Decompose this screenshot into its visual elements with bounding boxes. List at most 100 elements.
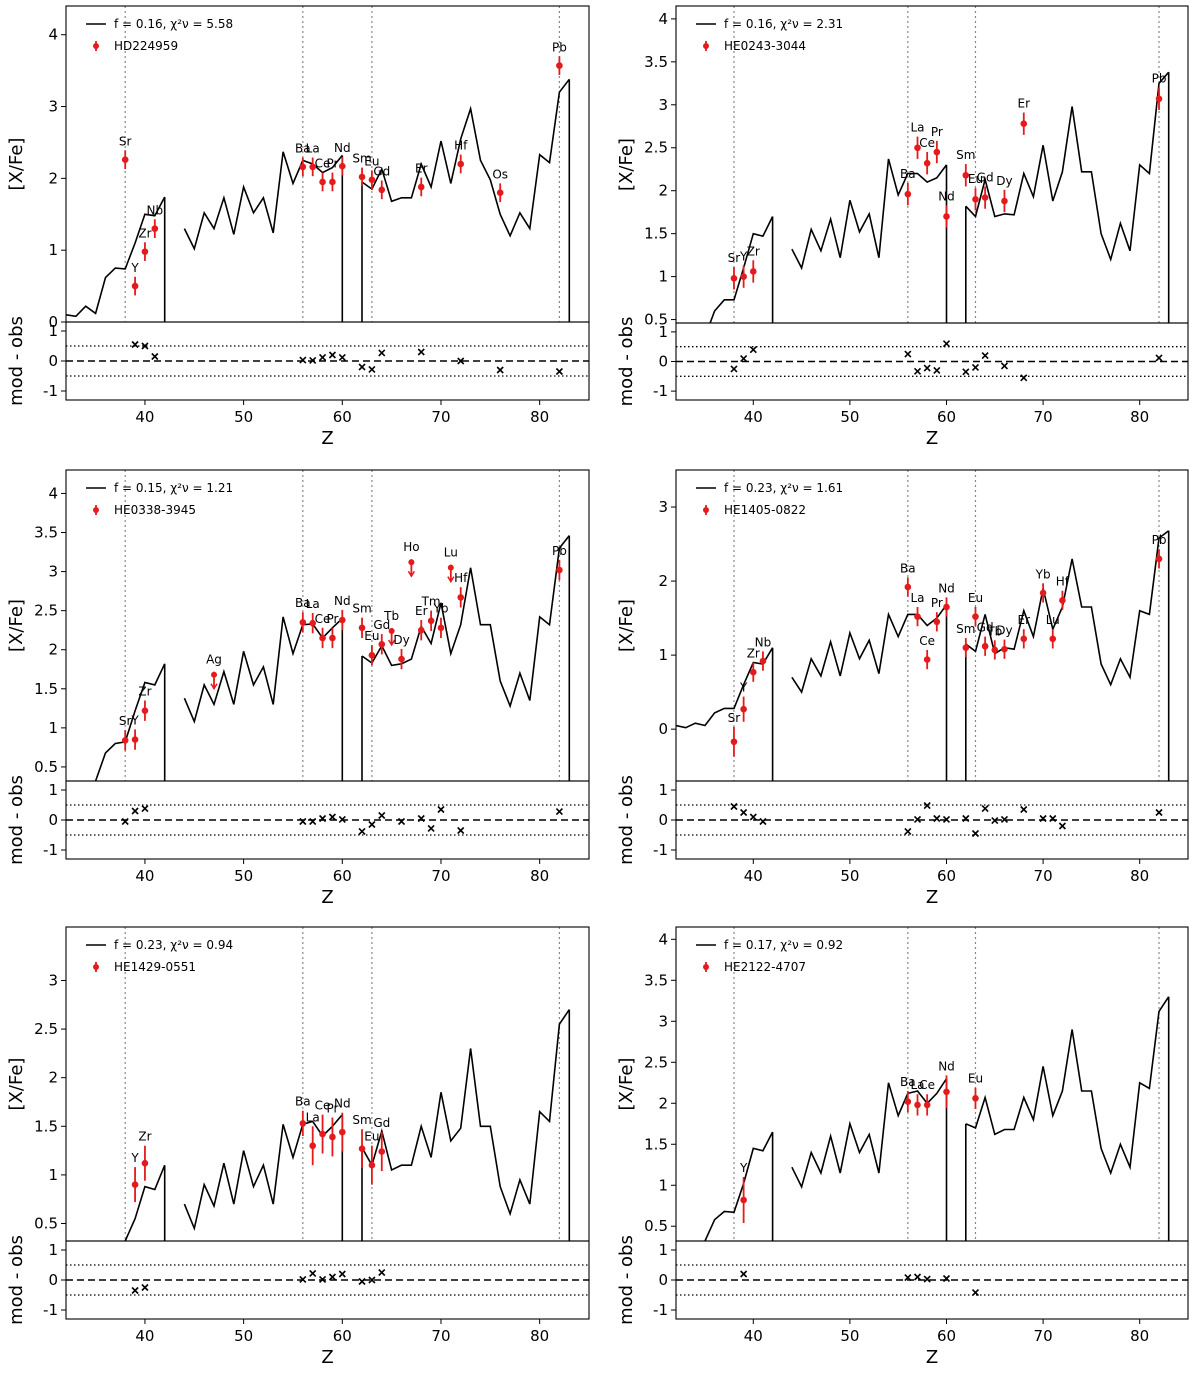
element-label-Ce: Ce — [919, 1078, 935, 1092]
element-label-Tb: Tb — [986, 624, 1002, 638]
element-label-La: La — [910, 121, 924, 135]
obs-point-Ba — [299, 1120, 307, 1127]
ytick-bottom-label: 0 — [48, 1271, 58, 1289]
residual-z82 — [1155, 808, 1163, 817]
element-label-Pb: Pb — [1152, 72, 1167, 86]
residual-z62 — [962, 368, 970, 376]
model-group — [94, 535, 571, 781]
obs-point-Nd — [339, 1128, 346, 1136]
obs-point-Ba — [299, 619, 307, 626]
xtick-label: 50 — [840, 1327, 859, 1345]
upper-limit-arrow-Ag — [210, 683, 218, 691]
obs-point-Tb — [991, 646, 999, 654]
residual-z57 — [913, 367, 922, 375]
element-label-Eu: Eu — [364, 1130, 379, 1144]
obs-point-Gd — [378, 186, 386, 194]
element-label-Hf: Hf — [454, 571, 468, 585]
legend-obs-marker — [703, 964, 709, 970]
element-label-Dy: Dy — [393, 633, 409, 647]
obs-point-Gd — [378, 1148, 386, 1155]
upper-limit-arrow-Lu — [447, 576, 455, 584]
element-label-Dy: Dy — [996, 624, 1012, 638]
element-label-Sm: Sm — [352, 152, 371, 166]
element-label-Lu: Lu — [1046, 613, 1060, 627]
residual-z69 — [427, 824, 435, 832]
ytick-top-label: 4 — [658, 930, 668, 948]
residual-z58 — [923, 802, 931, 810]
x-axis-label: Z — [926, 887, 938, 908]
element-label-La: La — [306, 597, 320, 611]
residual-z63 — [368, 1276, 376, 1284]
residual-z70 — [437, 805, 445, 814]
obs-point-Nd — [943, 213, 950, 220]
y-axis-label-bottom: mod - obs — [616, 1235, 637, 1325]
obs-point-Ce — [923, 1101, 931, 1109]
element-label-Ce: Ce — [315, 157, 331, 171]
obs-point-Pr — [329, 178, 336, 186]
obs-point-Nd — [943, 603, 950, 611]
legend-obs-marker — [93, 964, 99, 970]
ytick-top-label: 4 — [48, 26, 58, 44]
element-label-Pr: Pr — [326, 157, 338, 171]
element-label-Nb: Nb — [755, 635, 772, 649]
x-axis-label: Z — [926, 1347, 938, 1368]
residual-z58 — [923, 364, 931, 372]
legend-model-label: f = 0.16, χ²ν = 5.58 — [114, 17, 233, 31]
obs-point-Lu — [447, 564, 454, 571]
ytick-bottom-label: 1 — [658, 781, 668, 799]
y-axis-label-top: [X/Fe] — [616, 138, 637, 191]
element-label-Nd: Nd — [938, 189, 955, 203]
x-axis-label: Z — [926, 428, 938, 449]
ytick-bottom-label: 0 — [658, 1271, 668, 1289]
element-label-Y: Y — [130, 713, 139, 727]
legend-model-label: f = 0.15, χ²ν = 1.21 — [114, 481, 233, 495]
residual-z41 — [151, 352, 159, 361]
ytick-top-label: 2 — [48, 641, 58, 659]
xtick-label: 70 — [431, 1327, 450, 1345]
legend-obs-marker — [93, 507, 99, 513]
element-label-Pr: Pr — [931, 125, 943, 139]
element-label-Pr: Pr — [326, 612, 338, 626]
residual-z58 — [319, 1275, 327, 1283]
model-line — [676, 530, 1170, 781]
ytick-top-label: 2.5 — [34, 1020, 58, 1038]
xtick-label: 70 — [431, 867, 450, 885]
ytick-bottom-label: -1 — [653, 382, 668, 400]
residual-z59 — [328, 1273, 336, 1281]
ytick-top-label: 3 — [658, 1012, 668, 1030]
obs-point-Dy — [398, 655, 405, 663]
element-label-Ce: Ce — [315, 612, 331, 626]
legend-model-label: f = 0.23, χ²ν = 0.94 — [114, 938, 233, 952]
xtick-label: 80 — [530, 1327, 549, 1345]
residual-z64 — [378, 349, 386, 357]
element-label-Gd: Gd — [977, 621, 994, 635]
x-axis-label: Z — [321, 1347, 333, 1368]
obs-point-Ce — [319, 1130, 326, 1138]
element-label-Ba: Ba — [295, 596, 311, 610]
residual-z56 — [299, 356, 307, 364]
obs-point-Hf — [457, 594, 465, 601]
obs-point-Ce — [923, 159, 931, 167]
obs-point-Sm — [358, 624, 366, 632]
obs-point-Yb — [437, 624, 445, 632]
element-label-Sr: Sr — [119, 134, 132, 148]
element-label-Y: Y — [130, 1151, 139, 1165]
ytick-top-label: 3 — [48, 98, 58, 116]
xtick-label: 50 — [234, 408, 253, 426]
residual-z82 — [555, 367, 563, 376]
ytick-bottom-label: 1 — [48, 1241, 58, 1259]
element-label-Pb: Pb — [552, 544, 567, 558]
residual-z62 — [358, 827, 366, 835]
xtick-label: 60 — [937, 867, 956, 885]
residual-z65 — [991, 817, 999, 825]
element-label-Sr: Sr — [119, 714, 132, 728]
xtick-label: 60 — [937, 1327, 956, 1345]
ytick-top-label: 1 — [658, 268, 668, 286]
residual-z64 — [378, 1268, 386, 1277]
xtick-label: 40 — [744, 1327, 763, 1345]
residual-z58 — [923, 1275, 931, 1283]
ytick-bottom-label: -1 — [653, 841, 668, 859]
